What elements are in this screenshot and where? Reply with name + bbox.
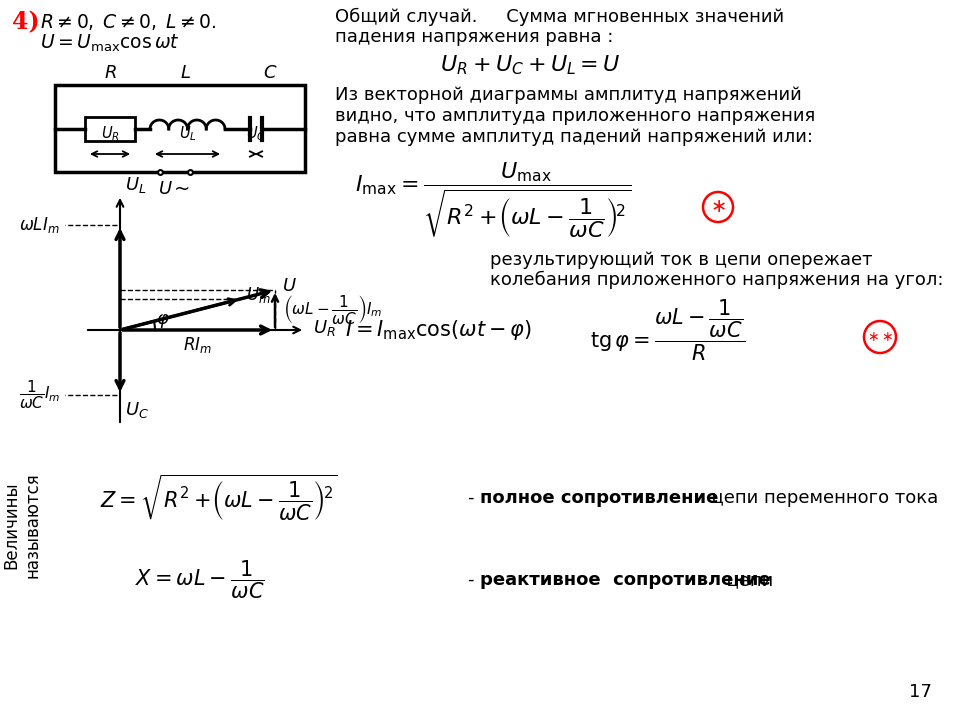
Text: $\dfrac{1}{\omega C}I_m$: $\dfrac{1}{\omega C}I_m$ bbox=[18, 379, 60, 411]
Text: цепи: цепи bbox=[715, 571, 773, 589]
Text: $U_m$: $U_m$ bbox=[246, 285, 271, 305]
Text: $U_L$: $U_L$ bbox=[125, 175, 147, 195]
Text: $R \neq 0,\; C \neq 0,\; L \neq 0.$: $R \neq 0,\; C \neq 0,\; L \neq 0.$ bbox=[40, 12, 217, 32]
Text: $\ast\ast$: $\ast\ast$ bbox=[867, 330, 893, 344]
Text: ${\rm tg}\,\varphi = \dfrac{\omega L - \dfrac{1}{\omega C}}{R}$: ${\rm tg}\,\varphi = \dfrac{\omega L - \… bbox=[590, 297, 746, 362]
Text: $U = U_{\rm max}\cos\omega t$: $U = U_{\rm max}\cos\omega t$ bbox=[40, 32, 180, 54]
Text: -: - bbox=[468, 489, 480, 507]
Text: $\ast$: $\ast$ bbox=[710, 197, 726, 217]
Text: $U_R$: $U_R$ bbox=[101, 125, 119, 143]
Text: $U_R$: $U_R$ bbox=[313, 318, 336, 338]
Text: Величины
называются: Величины называются bbox=[3, 472, 41, 578]
Bar bbox=[85, 117, 135, 141]
Text: 17: 17 bbox=[908, 683, 931, 701]
Text: падения напряжения равна :: падения напряжения равна : bbox=[335, 28, 613, 46]
Text: ~: ~ bbox=[174, 179, 190, 199]
Text: $C$: $C$ bbox=[263, 64, 277, 82]
Text: видно, что амплитуда приложенного напряжения: видно, что амплитуда приложенного напряж… bbox=[335, 107, 815, 125]
Text: Из векторной диаграммы амплитуд напряжений: Из векторной диаграммы амплитуд напряжен… bbox=[335, 86, 802, 104]
Text: $RI_m$: $RI_m$ bbox=[182, 335, 211, 355]
Text: -: - bbox=[468, 571, 480, 589]
Text: $I_{\rm max} = \dfrac{U_{\rm max}}{\sqrt{R^2 + \!\left(\omega L - \dfrac{1}{\ome: $I_{\rm max} = \dfrac{U_{\rm max}}{\sqrt… bbox=[355, 160, 631, 240]
Text: $U_L$: $U_L$ bbox=[179, 125, 197, 143]
Text: $\varphi$: $\varphi$ bbox=[156, 312, 170, 330]
Text: колебания приложенного напряжения на угол:: колебания приложенного напряжения на уго… bbox=[490, 271, 944, 289]
Text: $Z = \sqrt{R^2 + \!\left(\omega L - \dfrac{1}{\omega C}\right)^{\!2}}$: $Z = \sqrt{R^2 + \!\left(\omega L - \dfr… bbox=[100, 473, 338, 523]
Text: $U$: $U$ bbox=[157, 180, 173, 198]
Text: 4): 4) bbox=[12, 10, 39, 34]
Text: $R$: $R$ bbox=[104, 64, 116, 82]
Text: $U_C$: $U_C$ bbox=[246, 125, 266, 143]
Text: $\omega LI_m$: $\omega LI_m$ bbox=[19, 215, 60, 235]
Text: $I = I_{\rm max}\cos\!\left(\omega t - \varphi\right)$: $I = I_{\rm max}\cos\!\left(\omega t - \… bbox=[345, 318, 532, 342]
Text: равна сумме амплитуд падений напряжений или:: равна сумме амплитуд падений напряжений … bbox=[335, 128, 813, 146]
Text: $L$: $L$ bbox=[180, 64, 190, 82]
Text: результирующий ток в цепи опережает: результирующий ток в цепи опережает bbox=[490, 251, 873, 269]
Text: полное сопротивление: полное сопротивление bbox=[480, 489, 718, 507]
Text: цепи переменного тока: цепи переменного тока bbox=[700, 489, 938, 507]
Text: $\left(\omega L - \dfrac{1}{\omega C}\right)I_m$: $\left(\omega L - \dfrac{1}{\omega C}\ri… bbox=[283, 294, 382, 326]
Bar bbox=[55, 85, 305, 172]
Text: $U_C$: $U_C$ bbox=[125, 400, 149, 420]
Text: $X = \omega L - \dfrac{1}{\omega C}$: $X = \omega L - \dfrac{1}{\omega C}$ bbox=[135, 559, 265, 601]
Text: $U_R + U_C + U_L = U$: $U_R + U_C + U_L = U$ bbox=[440, 53, 621, 77]
Text: $U$: $U$ bbox=[282, 277, 297, 295]
Text: Общий случай.     Сумма мгновенных значений: Общий случай. Сумма мгновенных значений bbox=[335, 8, 784, 26]
Text: реактивное  сопротивление: реактивное сопротивление bbox=[480, 571, 771, 589]
